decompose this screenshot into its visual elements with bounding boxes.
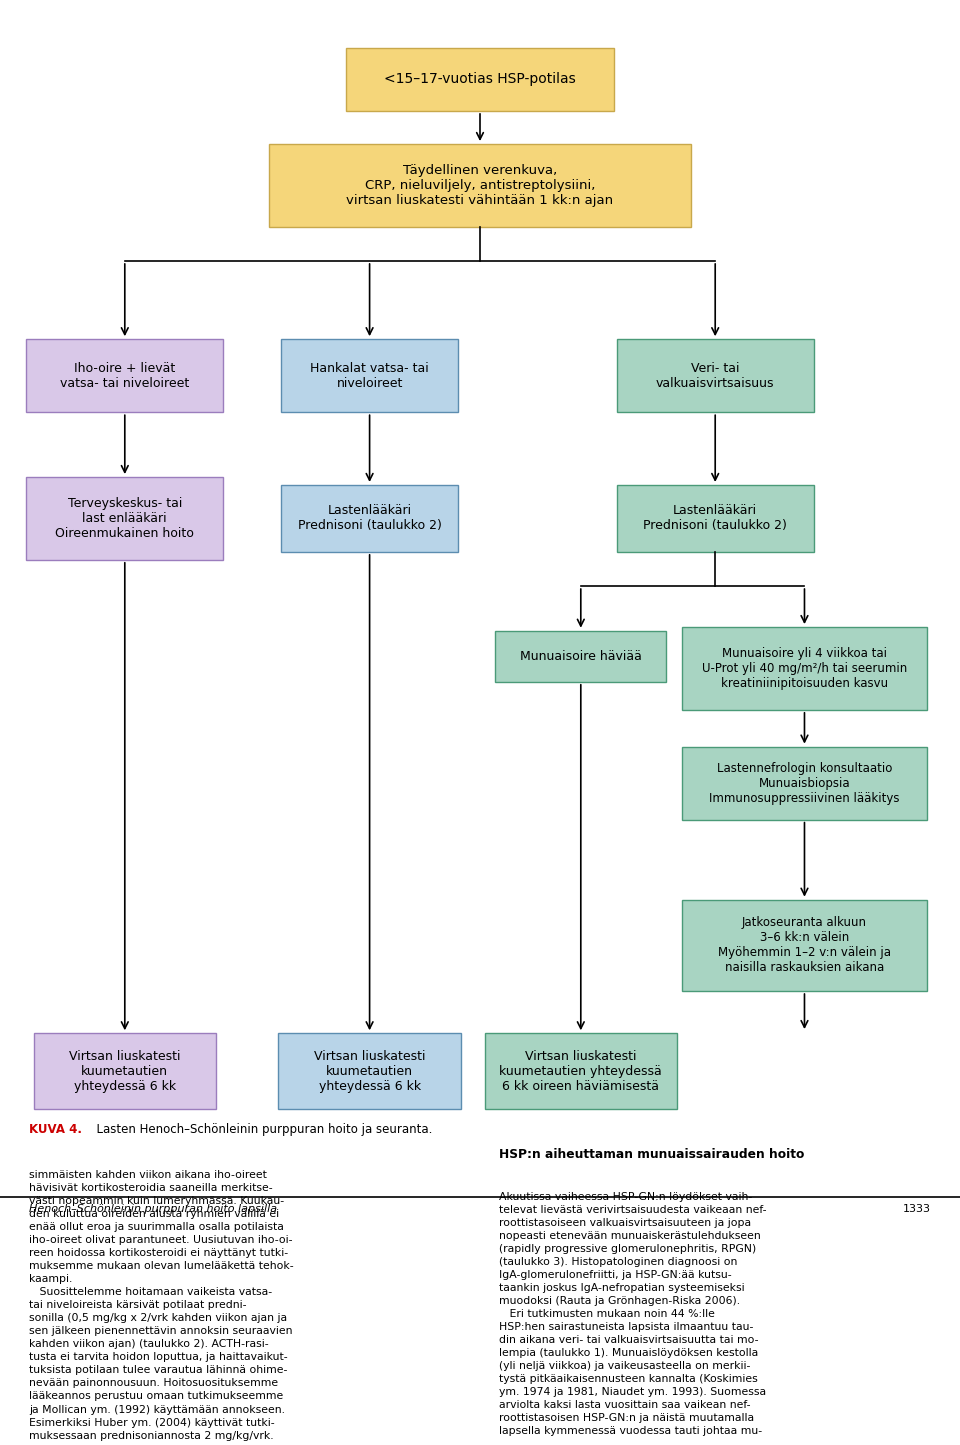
- Text: Virtsan liuskatesti
kuumetautien
yhteydessä 6 kk: Virtsan liuskatesti kuumetautien yhteyde…: [69, 1049, 180, 1092]
- Text: Lastennefrologin konsultaatio
Munuaisbiopsia
Immunosuppressiivinen lääkitys: Lastennefrologin konsultaatio Munuaisbio…: [709, 762, 900, 805]
- FancyBboxPatch shape: [27, 340, 223, 412]
- FancyBboxPatch shape: [269, 144, 691, 227]
- FancyBboxPatch shape: [280, 340, 459, 412]
- Text: Henoch–Schönleinin purppuran hoito lapsilla: Henoch–Schönleinin purppuran hoito lapsi…: [29, 1204, 276, 1214]
- Text: Hankalat vatsa- tai
niveloireet: Hankalat vatsa- tai niveloireet: [310, 361, 429, 390]
- Text: Virtsan liuskatesti
kuumetautien yhteydessä
6 kk oireen häviämisestä: Virtsan liuskatesti kuumetautien yhteyde…: [499, 1049, 662, 1092]
- Text: HSP:n aiheuttaman munuaissairauden hoito: HSP:n aiheuttaman munuaissairauden hoito: [499, 1147, 804, 1160]
- FancyBboxPatch shape: [278, 1033, 461, 1108]
- FancyBboxPatch shape: [616, 340, 813, 412]
- FancyBboxPatch shape: [682, 627, 926, 709]
- Text: Lastenlääkäri
Prednisoni (taulukko 2): Lastenlääkäri Prednisoni (taulukko 2): [643, 504, 787, 532]
- Text: Akuutissa vaiheessa HSP-GN:n löydökset vaih-
televat lievästä verivirtsaisuudest: Akuutissa vaiheessa HSP-GN:n löydökset v…: [499, 1192, 767, 1436]
- Text: simmäisten kahden viikon aikana iho-oireet
hävisivät kortikosteroidia saaneilla : simmäisten kahden viikon aikana iho-oire…: [29, 1170, 294, 1441]
- FancyBboxPatch shape: [485, 1033, 677, 1108]
- Text: KUVA 4.: KUVA 4.: [29, 1123, 82, 1136]
- Text: 1333: 1333: [903, 1204, 931, 1214]
- FancyBboxPatch shape: [616, 486, 813, 552]
- Text: Lasten Henoch–Schönleinin purppuran hoito ja seuranta.: Lasten Henoch–Schönleinin purppuran hoit…: [89, 1123, 433, 1136]
- Text: Täydellinen verenkuva,
CRP, nieluviljely, antistreptolysiini,
virtsan liuskatest: Täydellinen verenkuva, CRP, nieluviljely…: [347, 163, 613, 207]
- Text: Iho-oire + lievät
vatsa- tai niveloireet: Iho-oire + lievät vatsa- tai niveloireet: [60, 361, 189, 390]
- Text: Munuaisoire häviää: Munuaisoire häviää: [520, 650, 641, 663]
- FancyBboxPatch shape: [495, 630, 666, 682]
- Text: Lastenlääkäri
Prednisoni (taulukko 2): Lastenlääkäri Prednisoni (taulukko 2): [298, 504, 442, 532]
- FancyBboxPatch shape: [682, 747, 926, 819]
- Text: Munuaisoire yli 4 viikkoa tai
U-Prot yli 40 mg/m²/h tai seerumin
kreatiniinipito: Munuaisoire yli 4 viikkoa tai U-Prot yli…: [702, 647, 907, 689]
- Text: Virtsan liuskatesti
kuumetautien
yhteydessä 6 kk: Virtsan liuskatesti kuumetautien yhteyde…: [314, 1049, 425, 1092]
- FancyBboxPatch shape: [682, 900, 926, 991]
- FancyBboxPatch shape: [27, 477, 223, 559]
- Text: <15–17-vuotias HSP-potilas: <15–17-vuotias HSP-potilas: [384, 72, 576, 87]
- Text: Jatkoseuranta alkuun
3–6 kk:n välein
Myöhemmin 1–2 v:n välein ja
naisilla raskau: Jatkoseuranta alkuun 3–6 kk:n välein Myö…: [718, 916, 891, 974]
- Text: Veri- tai
valkuaisvirtsaisuus: Veri- tai valkuaisvirtsaisuus: [656, 361, 775, 390]
- Text: Terveyskeskus- tai
last enlääkäri
Oireenmukainen hoito: Terveyskeskus- tai last enlääkäri Oireen…: [56, 497, 194, 540]
- FancyBboxPatch shape: [34, 1033, 216, 1108]
- FancyBboxPatch shape: [280, 486, 459, 552]
- FancyBboxPatch shape: [346, 48, 614, 111]
